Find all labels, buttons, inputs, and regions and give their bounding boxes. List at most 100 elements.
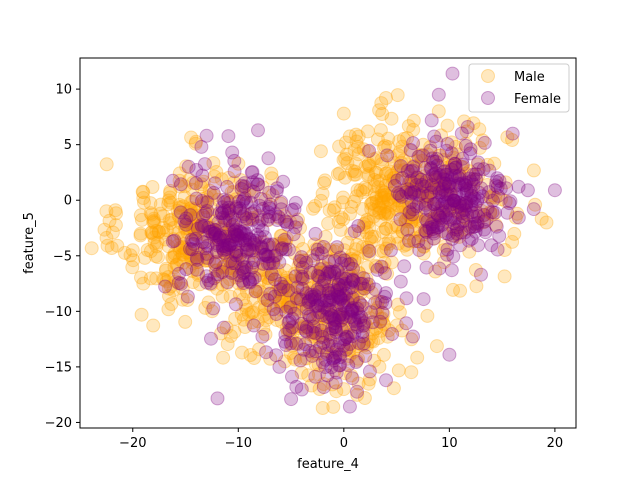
data-point <box>406 202 421 217</box>
data-point <box>358 159 373 174</box>
data-point <box>210 236 224 251</box>
data-point <box>177 245 192 260</box>
data-point <box>392 159 407 174</box>
data-point <box>322 310 337 325</box>
data-point <box>348 275 363 290</box>
data-point <box>320 368 335 383</box>
data-point <box>393 274 408 289</box>
data-point <box>274 236 289 251</box>
data-point <box>272 255 287 270</box>
data-point <box>311 265 326 280</box>
data-point <box>108 218 123 233</box>
data-point <box>171 225 186 240</box>
data-point <box>179 215 194 230</box>
data-point <box>526 163 541 178</box>
data-point <box>360 124 375 139</box>
data-point <box>160 223 174 238</box>
data-point <box>222 203 237 218</box>
data-point <box>314 346 329 360</box>
data-point <box>398 199 413 214</box>
data-point <box>289 336 304 351</box>
data-point <box>505 234 520 249</box>
data-point <box>231 194 246 209</box>
data-point <box>357 316 371 331</box>
data-point <box>328 313 343 328</box>
data-point <box>177 236 192 251</box>
data-point <box>242 231 257 246</box>
data-point <box>345 248 360 263</box>
data-point <box>332 281 347 296</box>
data-point <box>117 245 132 260</box>
data-point <box>333 280 348 295</box>
data-point <box>308 369 323 384</box>
data-point <box>134 270 148 285</box>
data-point <box>321 216 336 231</box>
data-point <box>381 323 396 338</box>
data-point <box>420 214 435 229</box>
data-point <box>241 253 256 268</box>
data-point <box>260 292 275 307</box>
data-point <box>397 182 412 197</box>
data-point <box>344 268 359 283</box>
data-point <box>199 128 214 143</box>
data-point <box>214 172 229 187</box>
data-point <box>276 174 291 189</box>
data-point <box>440 247 454 262</box>
data-point <box>205 304 220 319</box>
data-point <box>461 233 476 248</box>
data-point <box>377 206 391 221</box>
data-point <box>432 185 447 200</box>
data-point <box>187 202 202 217</box>
data-point <box>419 224 433 239</box>
data-point <box>318 340 333 355</box>
data-point <box>254 191 268 206</box>
data-point <box>170 203 185 218</box>
data-point <box>438 208 453 223</box>
data-point <box>137 250 152 265</box>
data-point <box>397 259 412 274</box>
data-point <box>304 324 319 339</box>
data-point <box>489 175 504 189</box>
data-point <box>351 284 365 299</box>
data-point <box>258 327 273 342</box>
data-point <box>340 295 355 310</box>
data-point <box>327 254 342 268</box>
data-point <box>425 219 440 234</box>
data-point <box>433 206 448 221</box>
data-point <box>414 172 429 187</box>
data-point <box>281 296 296 310</box>
data-point <box>284 392 299 407</box>
data-point <box>217 245 232 260</box>
data-point <box>379 91 393 105</box>
data-point <box>251 261 266 275</box>
data-point <box>356 271 371 286</box>
data-point <box>448 228 463 243</box>
data-point <box>202 183 217 198</box>
data-point <box>319 301 334 316</box>
data-point <box>250 314 265 329</box>
data-point <box>189 228 204 242</box>
data-point <box>330 283 345 298</box>
data-point <box>437 255 452 270</box>
data-point <box>447 203 462 218</box>
data-point <box>183 208 198 223</box>
data-point <box>261 275 276 290</box>
data-point <box>315 308 330 323</box>
data-point <box>196 192 211 207</box>
data-point <box>342 343 357 358</box>
data-point <box>433 168 447 183</box>
data-point <box>433 210 448 225</box>
data-point <box>331 288 346 303</box>
data-point <box>150 235 165 250</box>
data-point <box>374 259 389 274</box>
data-point <box>433 175 448 190</box>
data-point <box>194 177 209 192</box>
data-point <box>443 212 457 226</box>
data-point <box>367 179 382 194</box>
data-point <box>199 246 214 261</box>
data-point <box>222 272 237 287</box>
data-point <box>452 171 467 186</box>
data-point <box>278 327 293 342</box>
data-point <box>274 314 289 329</box>
data-point <box>229 246 244 261</box>
